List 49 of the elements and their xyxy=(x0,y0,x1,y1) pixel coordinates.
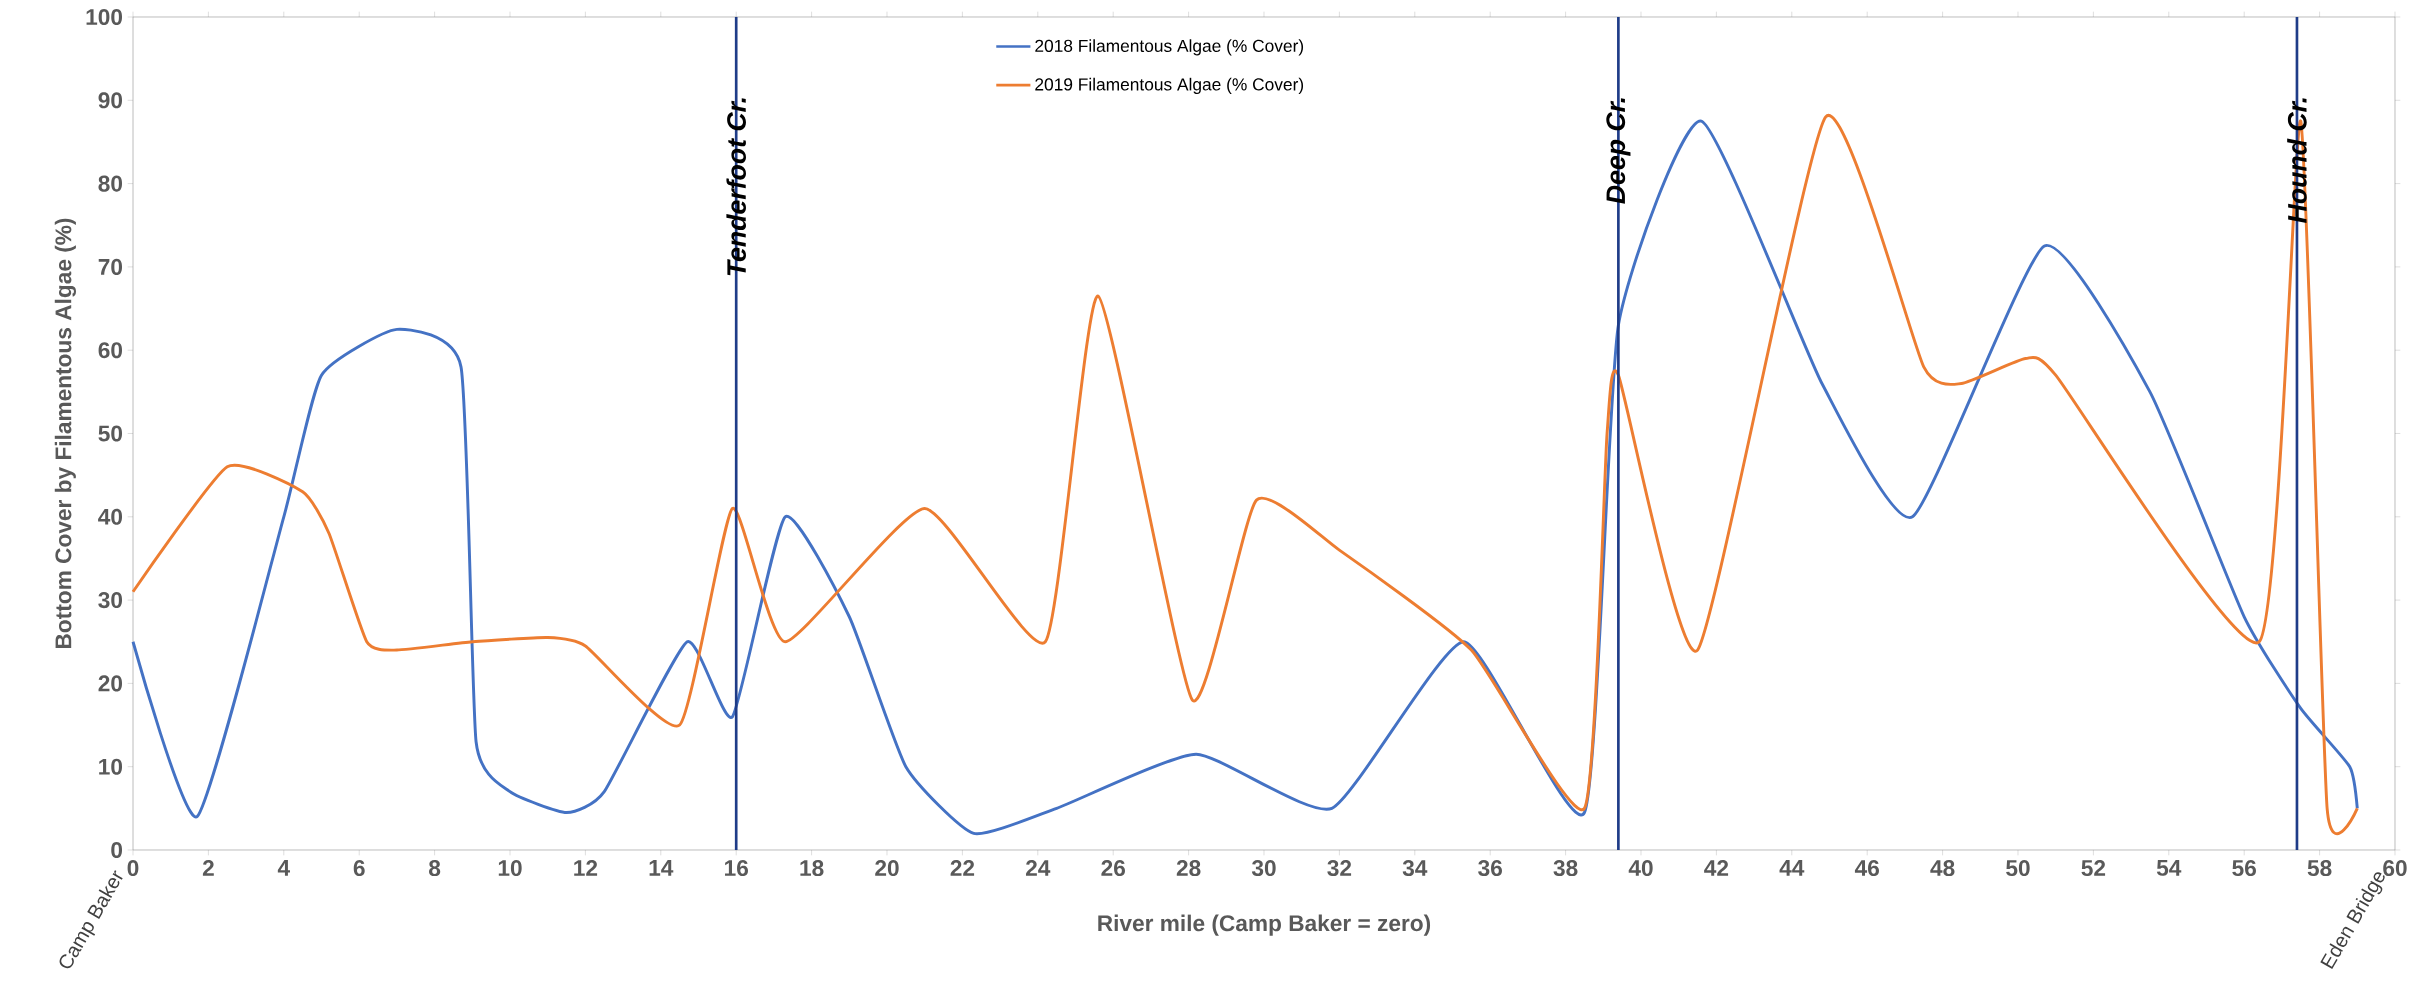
legend-label: 2019 Filamentous Algae (% Cover) xyxy=(1035,77,1304,94)
x-tick-label: 54 xyxy=(2156,860,2182,876)
x-tick-label: 10 xyxy=(498,860,522,877)
y-tick-label: 60 xyxy=(98,342,123,359)
y-tick-label: 100 xyxy=(86,8,123,26)
x-tick-label: 14 xyxy=(649,860,674,876)
x-tick-label: 0 xyxy=(127,860,139,877)
x-tick-label: 32 xyxy=(1327,860,1352,877)
x-tick-label: 52 xyxy=(2081,860,2106,877)
y-tick-label: 40 xyxy=(98,508,123,525)
y-tick-label: 0 xyxy=(111,841,123,859)
x-tick-label: 36 xyxy=(1478,860,1502,877)
x-tick-label: 6 xyxy=(353,860,365,877)
x-tick-label: 42 xyxy=(1704,860,1729,876)
x-tick-label: 50 xyxy=(2006,860,2030,877)
x-tick-label: 22 xyxy=(950,860,975,876)
x-tick-label: 46 xyxy=(1854,860,1879,877)
ref-line-label: Hound Cr. xyxy=(2287,98,2307,223)
x-tick-label: 60 xyxy=(2383,860,2407,877)
legend-label: 2018 Filamentous Algae (% Cover) xyxy=(1035,39,1304,56)
x-axis-title: River mile (Camp Baker = zero) xyxy=(1098,914,1431,936)
x-tick-label: 20 xyxy=(875,860,899,877)
x-tick-label: 2 xyxy=(202,860,214,876)
x-tick-label: 26 xyxy=(1101,860,1125,877)
x-tick-label: 40 xyxy=(1628,860,1653,877)
y-axis-title: Bottom Cover by Filamentous Algae (%) xyxy=(54,218,76,648)
y-tick-label: 10 xyxy=(99,758,123,775)
x-tick-label: 24 xyxy=(1025,860,1051,876)
x-tick-label: 34 xyxy=(1402,860,1428,877)
y-tick-label: 50 xyxy=(98,425,123,442)
x-tick-label: 38 xyxy=(1553,860,1578,877)
y-tick-label: 20 xyxy=(98,675,123,692)
y-tick-label: 90 xyxy=(98,92,123,109)
x-tick-label: 44 xyxy=(1779,860,1805,876)
x-tick-label: 28 xyxy=(1176,860,1201,877)
x-tick-label: 4 xyxy=(277,860,290,876)
x-tick-label: 8 xyxy=(429,860,441,877)
x-tick-label: 56 xyxy=(2232,860,2256,877)
x-tick-label: 48 xyxy=(1930,860,1955,877)
ref-line-label: Deep Cr. xyxy=(1606,98,1631,204)
y-tick-label: 80 xyxy=(98,175,123,192)
x-tick-label: 16 xyxy=(725,860,748,877)
y-tick-label: 30 xyxy=(98,592,123,609)
x-tick-label: 58 xyxy=(2307,860,2332,877)
x-tick-label: 18 xyxy=(800,860,824,877)
x-tick-label: 30 xyxy=(1251,860,1276,877)
ref-line-label: Tenderfoot Cr. xyxy=(726,98,746,276)
y-tick-label: 70 xyxy=(98,258,123,275)
x-tick-label: 12 xyxy=(574,860,598,876)
